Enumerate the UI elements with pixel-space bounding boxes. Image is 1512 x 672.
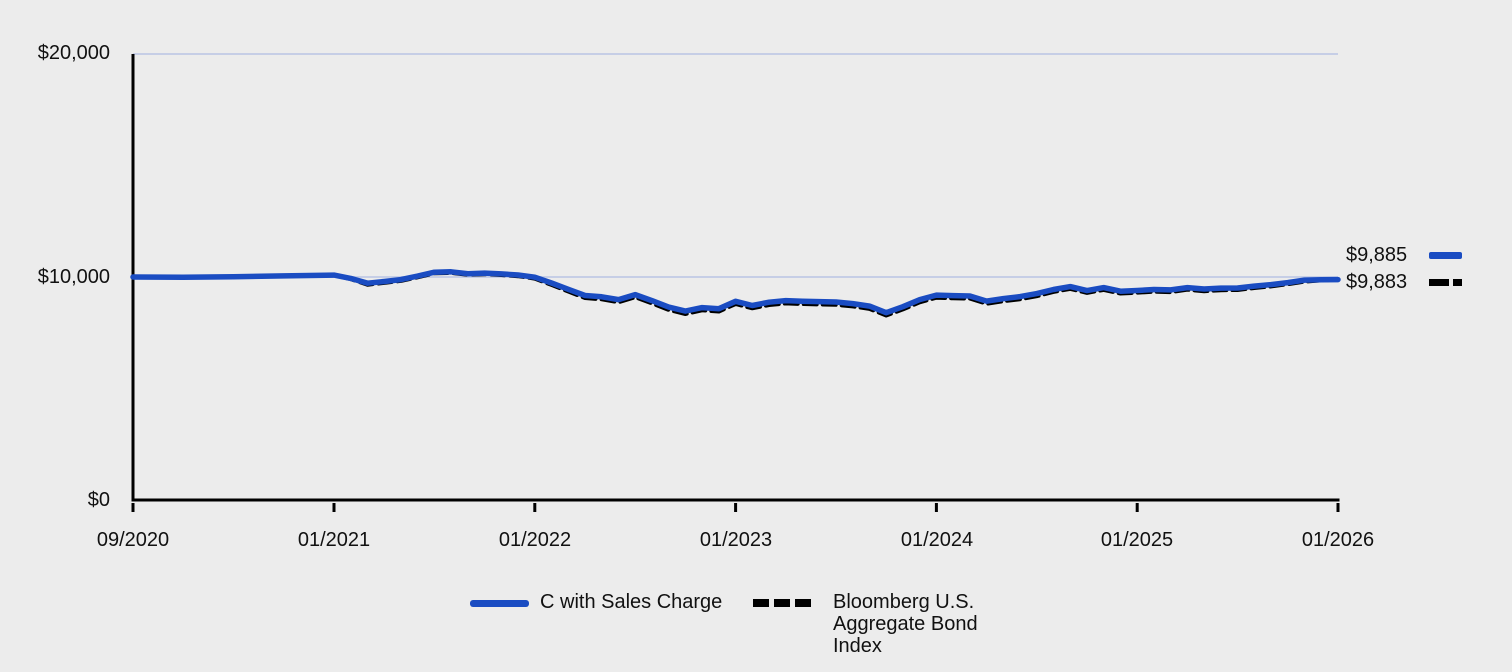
axes (131, 54, 1340, 512)
y-tick-label-20000: $20,000 (37, 42, 110, 64)
y-tick-label-10000: $10,000 (37, 266, 110, 288)
legend-label-bloomberg-index: Bloomberg U.S. Aggregate Bond Index (833, 591, 978, 657)
x-tick-label-01-2026: 01/2026 (1301, 529, 1375, 551)
legend-label-c-with-sales-charge: C with Sales Charge (540, 591, 723, 613)
y-tick-label-0: $0 (87, 489, 110, 511)
end-value-bloomberg-index: $9,883 (1346, 271, 1408, 293)
x-tick-label-01-2021: 01/2021 (297, 529, 371, 551)
series-line-bloomberg-index (131, 270, 1340, 318)
x-tick-label-09-2020: 09/2020 (96, 529, 170, 551)
end-swatch-line-icon (1429, 252, 1462, 259)
x-tick-label-01-2023: 01/2023 (699, 529, 773, 551)
gridlines (133, 53, 1338, 278)
legend-solid-line-icon (470, 600, 529, 607)
end-value-c-with-sales-charge: $9,885 (1346, 244, 1408, 266)
legend-dashed-line-icon (753, 599, 811, 607)
end-swatch-dashed-line-icon (1429, 279, 1462, 286)
x-tick-label-01-2024: 01/2024 (900, 529, 974, 551)
x-tick-label-01-2022: 01/2022 (498, 529, 572, 551)
x-tick-label-01-2025: 01/2025 (1100, 529, 1174, 551)
series-lines (130, 269, 1341, 318)
series-line-c-with-sales-charge (130, 269, 1341, 316)
